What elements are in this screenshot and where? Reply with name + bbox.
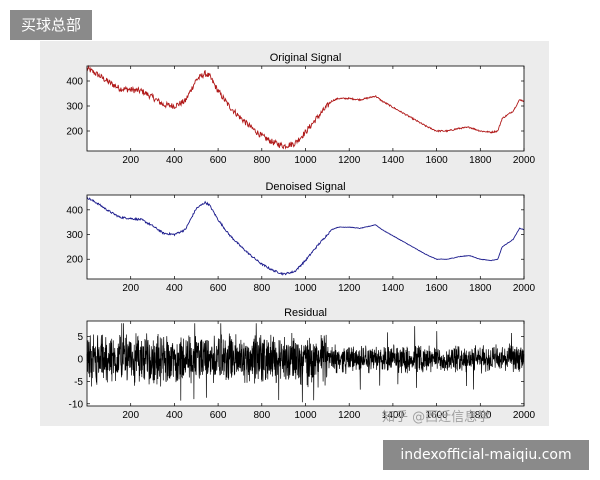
original-signal-panel: Original Signal 200 400 600 800 1000 1200 1400 1… — [66, 52, 535, 166]
x-tick-label: 400 — [166, 410, 183, 421]
series-line — [86, 64, 525, 150]
x-tick-label: 1000 — [294, 283, 317, 294]
series-line — [86, 323, 525, 403]
y-tick-label: 400 — [66, 205, 83, 216]
y-tick-label: 300 — [66, 230, 83, 241]
y-tick-label: 200 — [66, 127, 83, 138]
x-tick-label: 600 — [210, 410, 227, 421]
bottom-site-tag: indexofficial-maiqiu.com — [383, 440, 589, 470]
x-tick-label: 200 — [122, 410, 139, 421]
panel-title: Denoised Signal — [265, 181, 345, 193]
series-line — [86, 196, 525, 276]
panel-title: Original Signal — [270, 52, 342, 64]
panel-title: Residual — [284, 307, 327, 319]
x-tick-label: 1000 — [294, 410, 317, 421]
denoised-signal-panel: Denoised Signal 200 400 600 800 1000 1200 1400 1… — [66, 181, 535, 294]
x-tick-label: 800 — [253, 410, 270, 421]
top-site-tag: 买球总部 — [10, 10, 92, 40]
x-tick-label: 1600 — [425, 283, 448, 294]
x-tick-label: 1400 — [382, 283, 405, 294]
x-tick-label: 200 — [122, 155, 139, 166]
x-tick-label: 1200 — [338, 410, 361, 421]
x-tick-label: 2000 — [513, 155, 536, 166]
x-tick-label: 1800 — [469, 410, 492, 421]
x-tick-label: 200 — [122, 283, 139, 294]
x-tick-label: 400 — [166, 283, 183, 294]
plot-area — [87, 66, 524, 151]
residual-panel: Residual 200 400 600 800 1000 1200 1400 1600 1800… — [69, 307, 536, 421]
x-tick-label: 1000 — [294, 155, 317, 166]
x-tick-label: 400 — [166, 155, 183, 166]
y-tick-label: 5 — [77, 332, 83, 343]
x-tick-label: 800 — [253, 155, 270, 166]
x-tick-label: 1400 — [382, 155, 405, 166]
y-tick-label: 0 — [77, 355, 83, 366]
watermark-text: 知乎 @西迁信息学 — [382, 410, 491, 425]
x-tick-label: 1600 — [425, 155, 448, 166]
x-tick-label: 1400 — [382, 410, 405, 421]
y-tick-label: 400 — [66, 77, 83, 88]
y-tick-label: 300 — [66, 102, 83, 113]
y-tick-label: 200 — [66, 255, 83, 266]
x-tick-label: 2000 — [513, 410, 536, 421]
x-tick-label: 600 — [210, 283, 227, 294]
plot-area — [87, 195, 524, 279]
y-tick-label: -5 — [74, 377, 83, 388]
x-tick-label: 1600 — [425, 410, 448, 421]
x-tick-label: 1200 — [338, 155, 361, 166]
x-tick-label: 2000 — [513, 283, 536, 294]
x-tick-label: 1800 — [469, 155, 492, 166]
x-tick-label: 1200 — [338, 283, 361, 294]
x-tick-label: 800 — [253, 283, 270, 294]
x-tick-label: 600 — [210, 155, 227, 166]
x-tick-label: 1800 — [469, 283, 492, 294]
y-tick-label: -10 — [69, 399, 84, 410]
